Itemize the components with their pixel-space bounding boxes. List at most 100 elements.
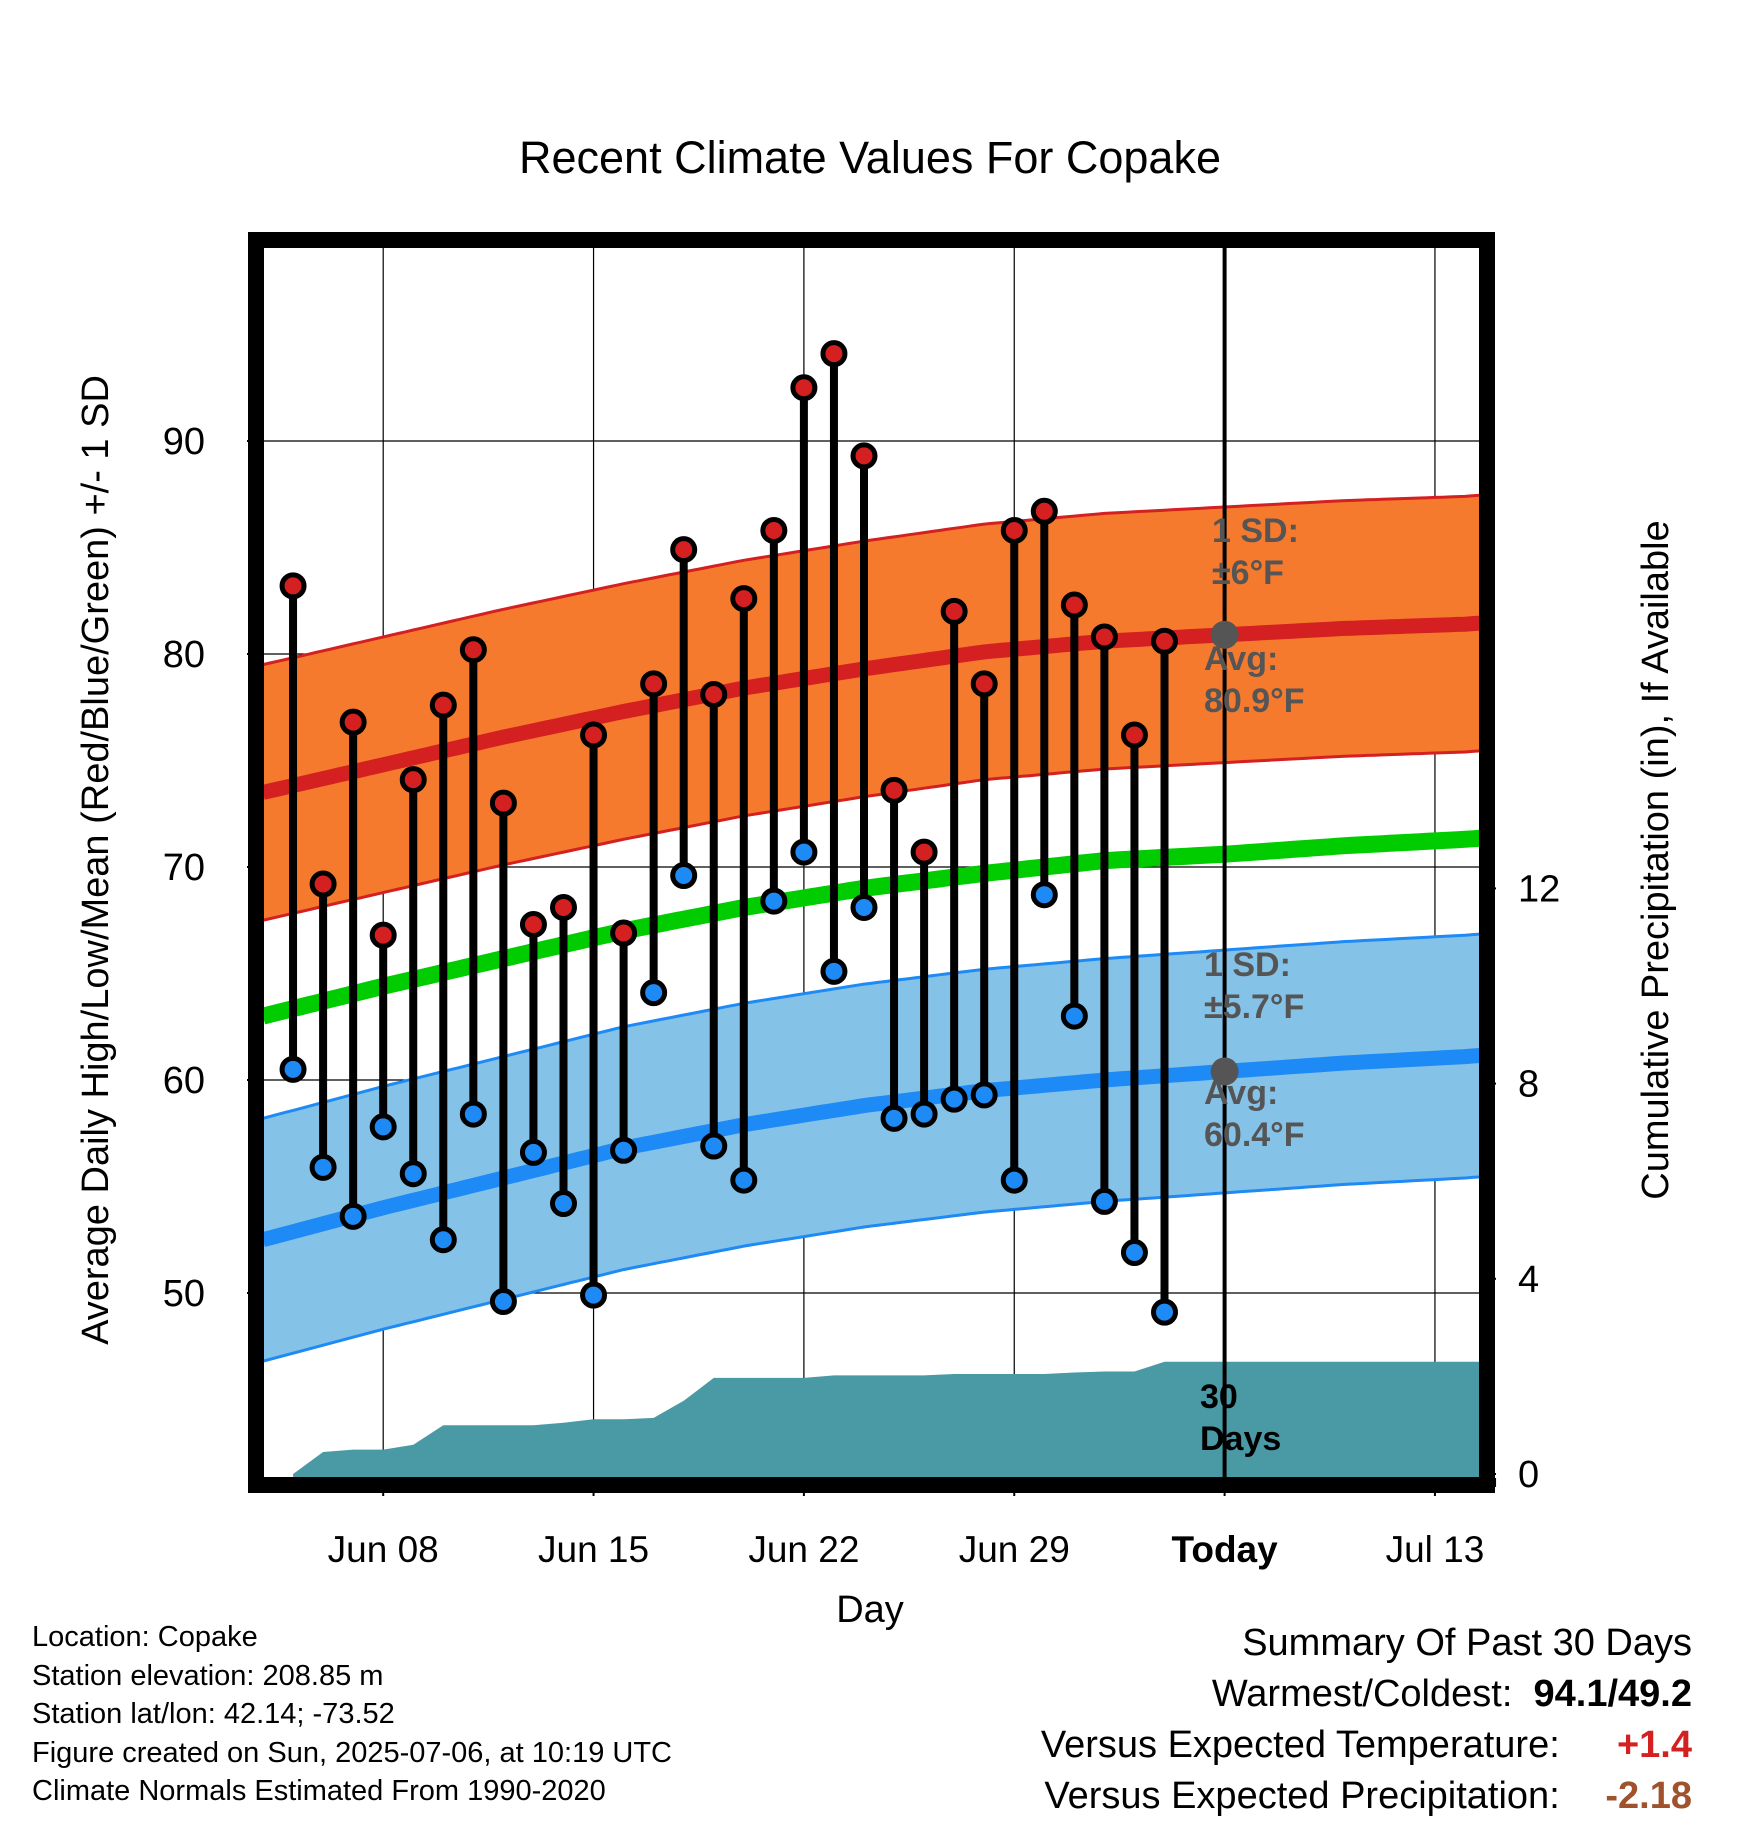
daily-high-point: [1120, 721, 1148, 749]
daily-low-point: [519, 1138, 547, 1166]
daily-high-point: [1184, 0, 1206, 11]
daily-low-point: [1090, 1187, 1118, 1215]
daily-high-point: [369, 921, 397, 949]
x-axis-label: Day: [836, 1589, 904, 1631]
daily-low-point: [429, 1226, 457, 1254]
summary-title: Summary Of Past 30 Days: [1242, 1622, 1692, 1664]
created-text: Figure created on Sun, 2025-07-06, at 10…: [32, 1736, 672, 1769]
daily-low-point: [550, 1190, 577, 1218]
temp-anomaly-value: +1.4: [1616, 1724, 1692, 1766]
daily-low-point: [339, 1202, 367, 1230]
plot-frame: [248, 232, 1495, 1493]
daily-low-point: [970, 1081, 998, 1109]
low-band-lower-edge: [263, 1175, 1480, 1363]
daily-low-point: [399, 1160, 427, 1188]
daily-low-point: [610, 1136, 638, 1164]
y-tick-label-4: 90: [163, 421, 205, 463]
daily-low-point: [459, 1100, 487, 1128]
daily-high-point: [459, 636, 487, 664]
daily-low-point: [1030, 881, 1058, 909]
normal-low-line: [263, 1047, 1480, 1248]
summary-precip: Versus Expected Precipitation: -2.18: [1041, 1771, 1692, 1822]
daily-high-point: [610, 919, 638, 947]
precip-area: [293, 1361, 1480, 1478]
daily-low-point: [760, 887, 788, 915]
daily-low-point: [1000, 1166, 1028, 1194]
high-sd-band: [263, 495, 1480, 921]
y-right-tick-label-2: 8: [1518, 1064, 1539, 1106]
daily-low-point: [580, 1281, 608, 1309]
daily-low-point: [850, 893, 878, 921]
daily-high-point: [940, 597, 968, 625]
low-sd-value: ±5.7°F: [1204, 988, 1304, 1026]
high-sd-label: 1 SD:: [1212, 512, 1299, 550]
daily-low-point: [910, 1100, 938, 1128]
daily-low-point: [279, 1055, 307, 1083]
daily-high-point: [730, 585, 758, 613]
low-sd-label: 1 SD:: [1204, 946, 1291, 984]
y-axis-label: Average Daily High/Low/Mean (Red/Blue/Gr…: [75, 375, 117, 1345]
y-tick-label-0: 50: [163, 1273, 205, 1315]
daily-high-point: [880, 776, 908, 804]
high-band-lower-edge: [263, 749, 1480, 922]
y-right-tick-label-0: 0: [1518, 1454, 1539, 1496]
daily-high-point: [790, 374, 818, 402]
daily-low-point: [880, 1104, 908, 1132]
high-avg-value: 80.9°F: [1204, 682, 1305, 720]
daily-low-point: [489, 1288, 517, 1316]
daily-high-point: [1030, 497, 1058, 525]
period-unit: Days: [1200, 1420, 1281, 1458]
daily-low-point: [700, 1132, 728, 1160]
daily-high-point: [1000, 516, 1028, 544]
daily-low-point: [309, 1153, 337, 1181]
summary-panel: Summary Of Past 30 Days Warmest/Coldest:…: [1041, 1618, 1692, 1822]
daily-low-point: [369, 1113, 397, 1141]
daily-low-point: [670, 862, 698, 890]
low-avg-value: 60.4°F: [1204, 1116, 1305, 1154]
normal-high-line: [263, 615, 1480, 800]
low-avg-label: Avg:: [1204, 1074, 1278, 1112]
daily-high-point: [279, 572, 307, 600]
y-tick-label-3: 80: [163, 634, 205, 676]
daily-high-point: [1060, 591, 1088, 619]
x-tick-label-3: Jun 29: [959, 1529, 1070, 1570]
daily-high-point: [760, 516, 788, 544]
daily-high-point: [640, 670, 668, 698]
precip-label: Versus Expected Precipitation:: [1044, 1775, 1560, 1817]
daily-low-point: [730, 1166, 758, 1194]
daily-high-point: [850, 442, 878, 470]
y-tick-label-1: 60: [163, 1060, 205, 1102]
daily-high-point: [489, 789, 517, 817]
y-right-tick-label-1: 4: [1518, 1259, 1539, 1301]
daily-low-point: [1060, 1002, 1088, 1030]
temp-label: Versus Expected Temperature:: [1040, 1724, 1560, 1766]
summary-temp: Versus Expected Temperature: +1.4: [1041, 1720, 1692, 1771]
daily-high-point: [429, 691, 457, 719]
daily-high-point: [910, 838, 938, 866]
daily-high-point: [519, 911, 547, 939]
daily-high-point: [309, 870, 337, 898]
normals-text: Climate Normals Estimated From 1990-2020: [32, 1775, 606, 1807]
high-avg-label: Avg:: [1204, 640, 1278, 678]
x-tick-label-4: Today: [1171, 1529, 1278, 1570]
daily-high-point: [1151, 627, 1178, 655]
elevation-text: Station elevation: 208.85 m: [32, 1659, 384, 1692]
daily-low-point: [1184, 0, 1206, 11]
daily-low-point: [640, 979, 668, 1007]
chart-title: Recent Climate Values For Copake: [519, 132, 1221, 183]
normal-mean-line: [263, 829, 1480, 1025]
precip-anomaly-value: -2.18: [1605, 1775, 1692, 1817]
daily-low-point: [940, 1085, 968, 1113]
summary-warm-cold: Warmest/Coldest: 94.1/49.2: [1041, 1669, 1692, 1720]
y-tick-label-2: 70: [163, 847, 205, 889]
plot-area: 1 SD: ±6°F Avg: 80.9°F 1 SD: ±5.7°F Avg: 60.4°F…: [163, 0, 1560, 1570]
plot-inner: [263, 0, 1480, 1478]
today-normal-high-marker: [1210, 620, 1239, 649]
location-text: Location: Copake: [32, 1621, 258, 1653]
warm-cold-value: 94.1/49.2: [1533, 1673, 1692, 1715]
daily-low-point: [820, 957, 848, 985]
y-right-tick-label-3: 12: [1518, 868, 1560, 910]
high-band-upper-edge: [263, 493, 1480, 667]
x-tick-label-2: Jun 22: [748, 1529, 859, 1570]
